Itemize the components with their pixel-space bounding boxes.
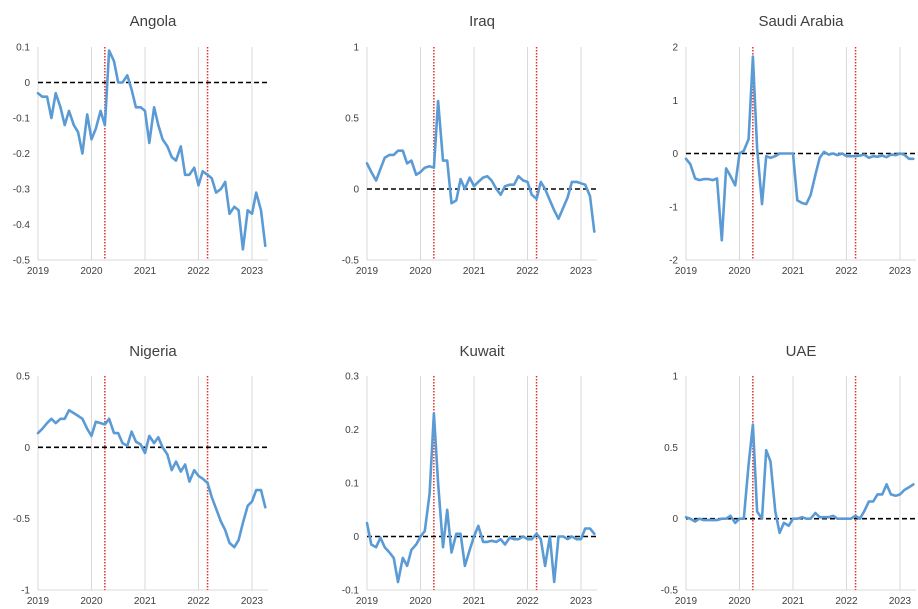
saudi-arabia-x-tick-label: 2019 bbox=[675, 266, 698, 277]
saudi-arabia-title: Saudi Arabia bbox=[758, 13, 844, 30]
uae-series-line bbox=[684, 423, 915, 535]
angola-y-tick-label: 0 bbox=[24, 78, 30, 89]
iraq-y-tick-label: 0 bbox=[353, 185, 359, 196]
uae-title: UAE bbox=[786, 343, 817, 360]
angola-y-tick-label: -0.4 bbox=[13, 220, 31, 231]
angola-x-tick-label: 2023 bbox=[241, 266, 264, 277]
iraq-y-tick-label: 0.5 bbox=[345, 114, 359, 125]
uae-x-tick-label: 2021 bbox=[782, 596, 805, 607]
nigeria-y-tick-label: 0 bbox=[24, 443, 30, 454]
nigeria-x-tick-label: 2022 bbox=[187, 596, 210, 607]
angola-x-tick-label: 2019 bbox=[27, 266, 50, 277]
kuwait-y-tick-label: 0 bbox=[353, 532, 359, 543]
kuwait-y-tick-label: 0.3 bbox=[345, 372, 359, 383]
iraq-x-tick-label: 2019 bbox=[356, 266, 379, 277]
kuwait-x-tick-label: 2023 bbox=[570, 596, 593, 607]
nigeria-x-tick-label: 2023 bbox=[241, 596, 264, 607]
uae-y-tick-label: 0 bbox=[672, 514, 678, 525]
kuwait-y-tick-label: 0.2 bbox=[345, 425, 359, 436]
angola-x-tick-label: 2022 bbox=[187, 266, 210, 277]
angola-series-line bbox=[36, 49, 267, 251]
uae-y-tick-label: -0.5 bbox=[661, 586, 679, 597]
uae-x-tick-label: 2020 bbox=[728, 596, 751, 607]
kuwait-y-tick-label: -0.1 bbox=[342, 586, 360, 597]
kuwait-series-line bbox=[365, 412, 596, 584]
uae-x-tick-label: 2019 bbox=[675, 596, 698, 607]
iraq-x-tick-label: 2021 bbox=[463, 266, 486, 277]
iraq-x-tick-label: 2020 bbox=[409, 266, 432, 277]
saudi-arabia-y-tick-label: -2 bbox=[669, 256, 678, 267]
iraq-series-line bbox=[365, 99, 596, 233]
angola-x-tick-label: 2021 bbox=[134, 266, 157, 277]
nigeria-y-tick-label: -0.5 bbox=[13, 514, 31, 525]
saudi-arabia-x-tick-label: 2022 bbox=[835, 266, 858, 277]
iraq-title: Iraq bbox=[469, 13, 495, 30]
iraq-x-tick-label: 2023 bbox=[570, 266, 593, 277]
kuwait-x-tick-label: 2022 bbox=[516, 596, 539, 607]
uae-y-tick-label: 1 bbox=[672, 372, 678, 383]
kuwait-x-tick-label: 2020 bbox=[409, 596, 432, 607]
uae-x-tick-label: 2023 bbox=[889, 596, 912, 607]
saudi-arabia-y-tick-label: -1 bbox=[669, 202, 678, 213]
angola-y-tick-label: -0.5 bbox=[13, 256, 31, 267]
saudi-arabia-y-tick-label: 0 bbox=[672, 149, 678, 160]
nigeria-title: Nigeria bbox=[129, 343, 177, 360]
kuwait-y-tick-label: 0.1 bbox=[345, 479, 359, 490]
angola-x-tick-label: 2020 bbox=[80, 266, 103, 277]
angola-y-tick-label: -0.3 bbox=[13, 185, 31, 196]
nigeria-y-tick-label: -1 bbox=[21, 586, 30, 597]
uae-y-tick-label: 0.5 bbox=[664, 443, 678, 454]
nigeria-x-tick-label: 2020 bbox=[80, 596, 103, 607]
saudi-arabia-series-line bbox=[684, 55, 915, 242]
kuwait-x-tick-label: 2021 bbox=[463, 596, 486, 607]
nigeria-series-line bbox=[36, 408, 267, 549]
angola-y-tick-label: -0.1 bbox=[13, 114, 31, 125]
iraq-x-tick-label: 2022 bbox=[516, 266, 539, 277]
nigeria-x-tick-label: 2021 bbox=[134, 596, 157, 607]
iraq-y-tick-label: -0.5 bbox=[342, 256, 360, 267]
angola-y-tick-label: 0.1 bbox=[16, 43, 30, 54]
iraq-y-tick-label: 1 bbox=[353, 43, 359, 54]
kuwait-title: Kuwait bbox=[459, 343, 505, 360]
kuwait-x-tick-label: 2019 bbox=[356, 596, 379, 607]
nigeria-x-tick-label: 2019 bbox=[27, 596, 50, 607]
saudi-arabia-y-tick-label: 1 bbox=[672, 96, 678, 107]
saudi-arabia-y-tick-label: 2 bbox=[672, 43, 678, 54]
saudi-arabia-x-tick-label: 2021 bbox=[782, 266, 805, 277]
saudi-arabia-x-tick-label: 2023 bbox=[889, 266, 912, 277]
angola-title: Angola bbox=[130, 13, 177, 30]
saudi-arabia-x-tick-label: 2020 bbox=[728, 266, 751, 277]
angola-y-tick-label: -0.2 bbox=[13, 149, 31, 160]
uae-x-tick-label: 2022 bbox=[835, 596, 858, 607]
nigeria-y-tick-label: 0.5 bbox=[16, 372, 30, 383]
